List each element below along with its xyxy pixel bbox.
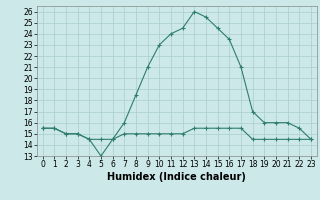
X-axis label: Humidex (Indice chaleur): Humidex (Indice chaleur) <box>108 172 246 182</box>
